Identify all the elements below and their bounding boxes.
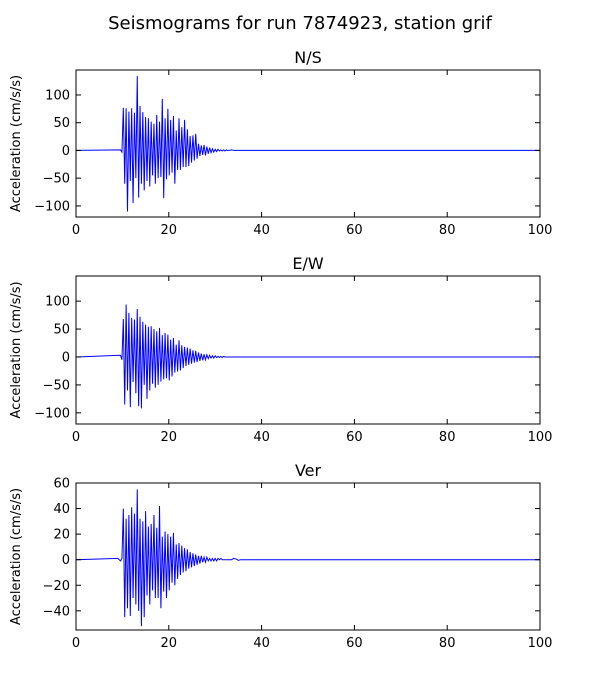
x-tick-label: 80 <box>439 636 456 651</box>
y-tick-label: 0 <box>62 350 70 365</box>
series-line-1 <box>76 76 540 212</box>
y-axis-label: Acceleration (cm/s/s) <box>9 75 24 212</box>
x-tick-label: 20 <box>161 636 178 651</box>
y-tick-label: −50 <box>43 378 70 393</box>
y-tick-label: 0 <box>62 144 70 159</box>
x-tick-label: 60 <box>346 430 363 445</box>
x-tick-label: 40 <box>253 636 270 651</box>
panels: N/S Acceleration (cm/s/s) 0 20 40 60 80 100 −100… <box>9 48 552 651</box>
plot-frame <box>75 69 541 218</box>
y-tick-label: −100 <box>34 199 70 214</box>
y-tick-label: 100 <box>45 88 70 103</box>
x-tick-label: 0 <box>72 636 80 651</box>
y-tick-label: 0 <box>62 553 70 568</box>
y-tick-label: −40 <box>43 604 70 619</box>
x-tick-label: 80 <box>439 223 456 238</box>
x-tick-label: 60 <box>346 636 363 651</box>
x-tick-label: 100 <box>528 430 553 445</box>
plot-frame <box>75 482 541 631</box>
y-tick-label: 50 <box>53 116 70 131</box>
panel-2: E/W Acceleration (cm/s/s) 0 20 40 60 80 100 −100… <box>9 254 552 445</box>
y-axis-label: Acceleration (cm/s/s) <box>9 281 24 418</box>
x-tick-label: 80 <box>439 430 456 445</box>
y-tick-label: 20 <box>53 528 70 543</box>
y-tick-label: 60 <box>53 477 70 492</box>
y-tick-label: −100 <box>34 406 70 421</box>
y-tick-label: 50 <box>53 323 70 338</box>
y-axis-label: Acceleration (cm/s/s) <box>9 488 24 625</box>
x-tick-label: 100 <box>528 636 553 651</box>
x-tick-label: 20 <box>161 223 178 238</box>
plot-frame <box>75 275 541 425</box>
x-tick-label: 0 <box>72 223 80 238</box>
figure-title: Seismograms for run 7874923, station gri… <box>108 13 492 34</box>
panel-title: N/S <box>294 48 322 67</box>
y-tick-label: 40 <box>53 502 70 517</box>
x-tick-label: 100 <box>528 223 553 238</box>
panel-1: N/S Acceleration (cm/s/s) 0 20 40 60 80 100 −100… <box>9 48 552 238</box>
y-tick-label: −50 <box>43 172 70 187</box>
y-tick-label: 100 <box>45 295 70 310</box>
panel-3: Ver Acceleration (cm/s/s) 0 20 40 60 80 100 −40 −… <box>9 461 552 651</box>
x-tick-label: 0 <box>72 430 80 445</box>
panel-title: Ver <box>295 461 322 480</box>
series-line-1 <box>76 304 540 409</box>
x-tick-label: 60 <box>346 223 363 238</box>
series-line-1 <box>76 489 540 627</box>
x-tick-label: 20 <box>161 430 178 445</box>
x-tick-label: 40 <box>253 430 270 445</box>
panel-title: E/W <box>292 254 324 273</box>
y-tick-label: −20 <box>43 579 70 594</box>
x-tick-label: 40 <box>253 223 270 238</box>
